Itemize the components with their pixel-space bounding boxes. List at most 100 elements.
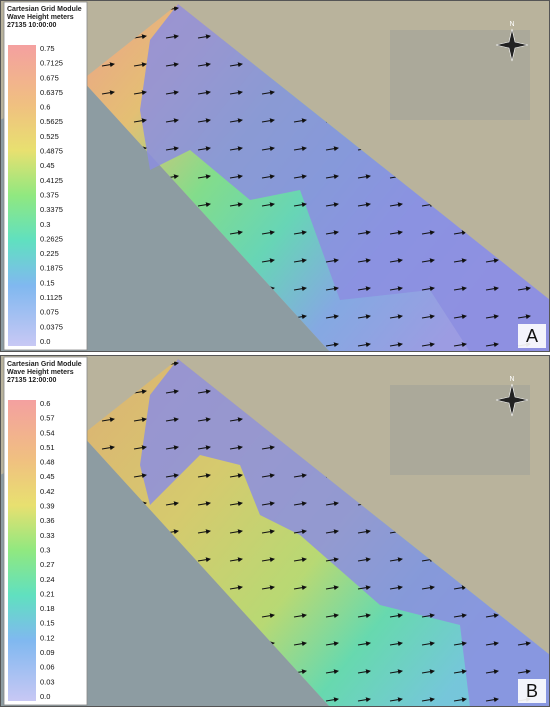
colorbar-label: 0.48 — [40, 458, 55, 467]
wave-arrow — [485, 286, 499, 292]
colorbar-label: 0.45 — [40, 161, 55, 170]
wave-arrow — [357, 258, 371, 264]
wave-arrow — [261, 585, 275, 591]
colorbar-label: 0.375 — [40, 190, 59, 199]
compass-north: N — [509, 21, 514, 28]
wave-arrow — [229, 118, 243, 124]
wave-arrow — [325, 202, 339, 208]
colorbar-label: 0.57 — [40, 414, 55, 423]
wave-arrow — [261, 258, 275, 264]
wave-arrow — [421, 585, 435, 591]
wave-arrow — [261, 230, 275, 236]
colorbar-label: 0.3375 — [40, 205, 63, 214]
wave-arrow — [133, 90, 147, 96]
wave-arrow — [357, 585, 371, 591]
wave-arrow — [101, 62, 115, 68]
wave-arrow — [389, 230, 403, 236]
wave-arrow — [453, 314, 467, 320]
wave-arrow — [325, 501, 339, 507]
legend-subtitle: Wave Height meters — [7, 14, 74, 21]
wave-arrow — [357, 174, 371, 180]
colorbar-label: 0.03 — [40, 677, 55, 686]
wave-arrow — [229, 529, 243, 535]
wave-arrow — [261, 557, 275, 563]
wave-arrow — [453, 230, 467, 236]
wave-arrow — [485, 342, 499, 348]
wave-arrow — [485, 314, 499, 320]
wave-arrow — [197, 118, 211, 124]
colorbar-label: 0.675 — [40, 73, 59, 82]
colorbar-label: 0.525 — [40, 132, 59, 141]
colorbar-label: 0.75 — [40, 44, 55, 53]
wave-arrow — [325, 258, 339, 264]
wave-arrow — [197, 557, 211, 563]
wave-arrow — [357, 669, 371, 675]
colorbar-label: 0.42 — [40, 487, 55, 496]
wave-arrow — [357, 230, 371, 236]
wave-arrow — [421, 697, 435, 703]
wave-arrow — [389, 669, 403, 675]
wave-arrow — [293, 286, 307, 292]
compass: N — [495, 21, 529, 62]
wave-arrow — [293, 118, 307, 124]
wave-arrow — [133, 389, 147, 395]
legend-title: Cartesian Grid Module — [7, 361, 82, 368]
wave-arrow — [485, 258, 499, 264]
colorbar-label: 0.27 — [40, 560, 55, 569]
panel-letter: B — [526, 681, 538, 701]
colorbar-label: 0.6375 — [40, 88, 63, 97]
wave-arrow — [229, 230, 243, 236]
wave-arrow — [197, 174, 211, 180]
wave-arrow — [517, 669, 531, 675]
wave-arrow — [229, 62, 243, 68]
wave-arrow — [389, 286, 403, 292]
wave-arrow — [229, 445, 243, 451]
wave-arrow — [421, 669, 435, 675]
colorbar-label: 0.0 — [40, 692, 50, 701]
wave-arrow — [165, 146, 179, 152]
wave-arrow — [453, 286, 467, 292]
wave-arrow — [325, 585, 339, 591]
wave-arrow — [325, 146, 339, 152]
colorbar-label: 0.51 — [40, 443, 55, 452]
wave-arrow — [293, 230, 307, 236]
colorbar-label: 0.0375 — [40, 322, 63, 331]
wave-arrow — [133, 445, 147, 451]
wave-arrow — [389, 557, 403, 563]
colorbar-label: 0.4125 — [40, 176, 63, 185]
colorbar-label: 0.4875 — [40, 147, 63, 156]
colorbar-label: 0.24 — [40, 575, 55, 584]
colorbar-label: 0.54 — [40, 428, 55, 437]
wave-arrow — [197, 473, 211, 479]
legend-time: 27135 10:00:00 — [7, 22, 57, 29]
wave-arrow — [165, 90, 179, 96]
wave-arrow — [165, 118, 179, 124]
wave-arrow — [293, 613, 307, 619]
wave-arrow — [261, 90, 275, 96]
wave-arrow — [165, 389, 179, 395]
wave-arrow — [357, 641, 371, 647]
wave-arrow — [453, 697, 467, 703]
wave-arrow — [261, 445, 275, 451]
colorbar-label: 0.21 — [40, 589, 55, 598]
letter-box — [518, 324, 546, 348]
wave-arrow — [229, 174, 243, 180]
colorbar-label: 0.0 — [40, 337, 50, 346]
wave-arrow — [325, 314, 339, 320]
wave-arrow — [357, 613, 371, 619]
wave-arrow — [357, 202, 371, 208]
wave-arrow — [261, 473, 275, 479]
wave-arrow — [389, 314, 403, 320]
wave-arrow — [197, 417, 211, 423]
colorbar-label: 0.5625 — [40, 117, 63, 126]
wave-arrow — [133, 34, 147, 40]
legend-subtitle: Wave Height meters — [7, 369, 74, 376]
wave-arrow — [293, 174, 307, 180]
colorbar-label: 0.15 — [40, 619, 55, 628]
wave-arrow — [101, 445, 115, 451]
wave-arrow — [229, 501, 243, 507]
colorbar-label: 0.1875 — [40, 264, 63, 273]
